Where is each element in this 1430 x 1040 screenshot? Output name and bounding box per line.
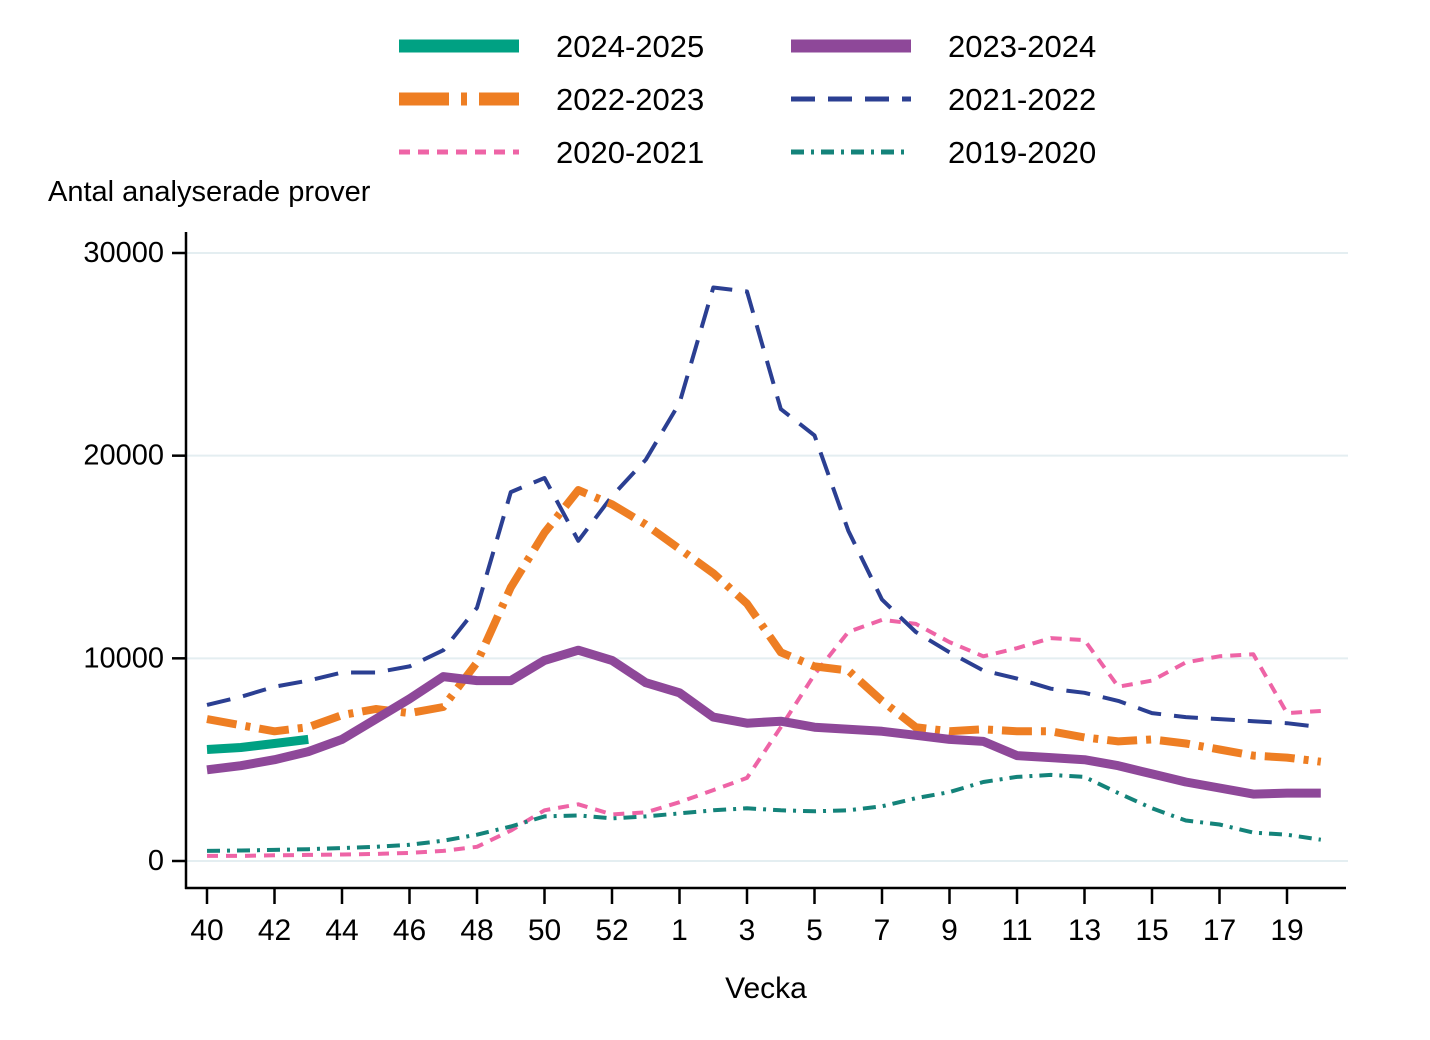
x-tick-label: 5: [806, 914, 823, 947]
x-tick-label: 13: [1068, 914, 1101, 947]
legend-label: 2023-2024: [948, 28, 1097, 64]
x-tick-label: 1: [671, 914, 688, 947]
x-tick-label: 19: [1270, 914, 1303, 947]
series-line-2023-2024: [206, 645, 1321, 799]
legend-line-sample: [791, 39, 911, 53]
legend-line-sample: [399, 92, 519, 106]
x-tick-label: 11: [1001, 914, 1032, 947]
legend-item-2020-2021: 2020-2021: [398, 130, 790, 174]
y-tick-label: 30000: [83, 237, 164, 269]
legend-line-sample: [399, 39, 519, 53]
x-tick-label: 42: [258, 914, 291, 947]
x-tick-label: 44: [325, 914, 358, 947]
x-tick-label: 3: [739, 914, 756, 947]
y-tick-label: 10000: [83, 642, 164, 674]
legend-label: 2024-2025: [556, 28, 705, 64]
legend-line-sample: [399, 149, 519, 155]
series-line-2020-2021: [207, 617, 1321, 858]
legend-label: 2020-2021: [556, 134, 705, 170]
series-line-2019-2020: [206, 772, 1322, 853]
x-tick-label: 9: [941, 914, 958, 947]
x-tick-label: 17: [1203, 914, 1236, 947]
legend-label: 2021-2022: [948, 81, 1097, 117]
x-tick-label: 7: [874, 914, 891, 947]
series-line-2024-2025: [206, 734, 309, 754]
legend-item-2019-2020: 2019-2020: [790, 130, 1182, 174]
legend-line-sample: [791, 149, 911, 155]
x-tick-label: 15: [1135, 914, 1168, 947]
legend: 2024-2025 2023-2024 2022-2023 2021-2022 2020…: [398, 24, 1182, 174]
legend-item-2023-2024: 2023-2024: [790, 24, 1182, 68]
x-axis-title: Vecka: [725, 972, 807, 1005]
series-line-2021-2022: [206, 285, 1322, 730]
legend-label: 2019-2020: [948, 134, 1097, 170]
legend-item-2021-2022: 2021-2022: [790, 77, 1182, 121]
y-tick-label: 0: [148, 845, 164, 877]
legend-line-sample: [791, 96, 911, 102]
x-tick-label: 48: [460, 914, 493, 947]
series-line-2022-2023: [206, 486, 1322, 766]
x-tick-label: 50: [528, 914, 561, 947]
legend-label: 2022-2023: [556, 81, 705, 117]
x-tick-label: 52: [595, 914, 628, 947]
legend-item-2024-2025: 2024-2025: [398, 24, 790, 68]
x-tick-label: 40: [190, 914, 223, 947]
y-tick-label: 20000: [83, 440, 164, 472]
y-axis-title: Antal analyserade prover: [48, 176, 371, 208]
legend-item-2022-2023: 2022-2023: [398, 77, 790, 121]
x-tick-label: 46: [393, 914, 426, 947]
